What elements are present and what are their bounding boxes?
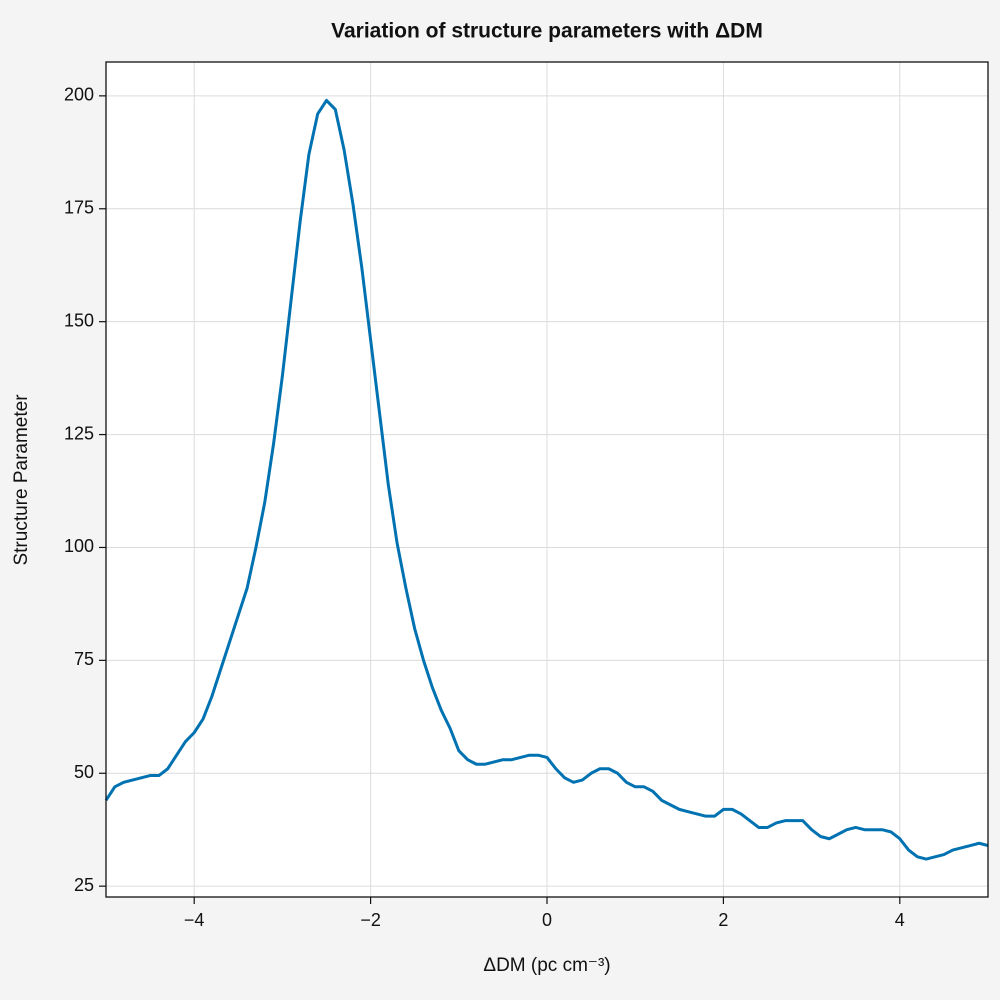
y-tick-label: 125 <box>64 423 94 443</box>
x-tick-label: 0 <box>542 910 552 930</box>
y-tick-label: 50 <box>74 762 94 782</box>
y-tick-label: 75 <box>74 649 94 669</box>
x-tick-label: −4 <box>184 910 205 930</box>
y-tick-label: 150 <box>64 310 94 330</box>
x-tick-label: −2 <box>360 910 381 930</box>
x-tick-label: 4 <box>895 910 905 930</box>
x-axis-label: ΔDM (pc cm⁻³) <box>483 955 610 976</box>
grid <box>106 62 988 897</box>
y-axis-label: Structure Parameter <box>11 394 32 566</box>
y-tick-label: 175 <box>64 198 94 218</box>
y-tick-label: 200 <box>64 85 94 105</box>
chart-title: Variation of structure parameters with Δ… <box>331 20 763 43</box>
x-tick-label: 2 <box>718 910 728 930</box>
marks <box>104 98 989 861</box>
y-tick-label: 100 <box>64 536 94 556</box>
y-tick-label: 25 <box>74 875 94 895</box>
data-line <box>104 98 989 861</box>
